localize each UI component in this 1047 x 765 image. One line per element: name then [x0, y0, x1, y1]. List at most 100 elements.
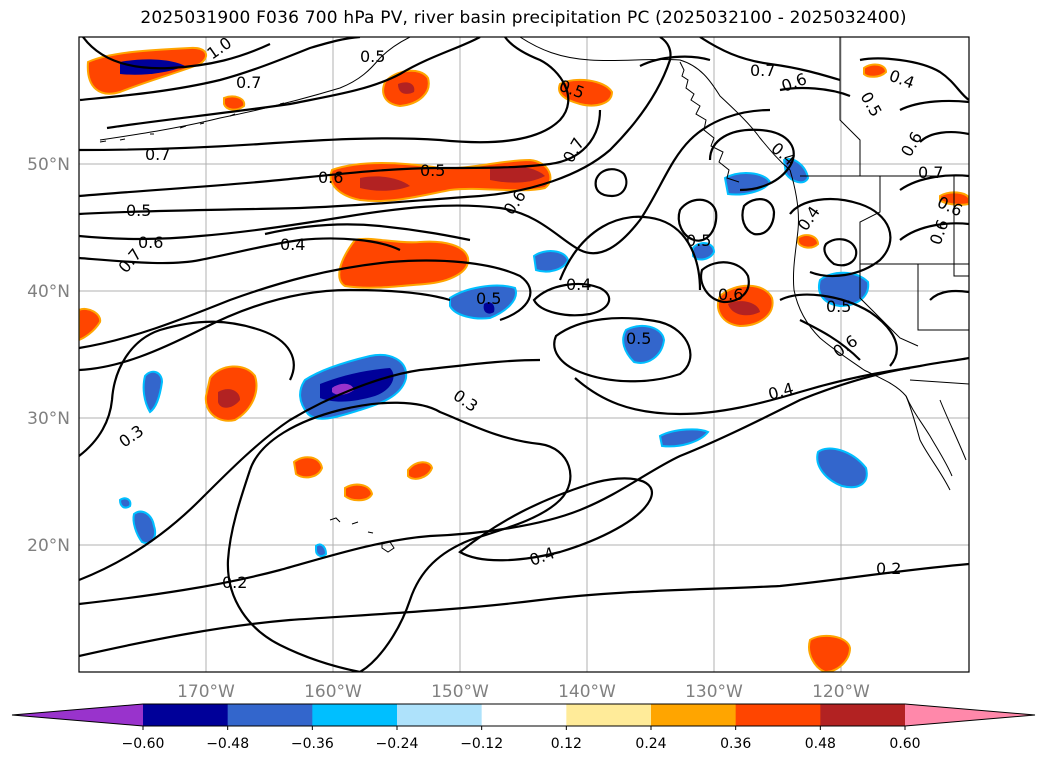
colorbar-tick-label: −0.36	[291, 736, 334, 752]
map-title: 2025031900 F036 700 hPa PV, river basin …	[140, 8, 907, 28]
pv-contour-27	[708, 128, 795, 192]
precip-core-or	[728, 301, 760, 316]
precip-area-neg-8	[816, 447, 868, 489]
pv-contour-35	[699, 37, 841, 82]
precip-core-aleutian	[398, 82, 415, 94]
pv-contour-14	[79, 356, 969, 606]
pv-contour-23	[558, 215, 702, 291]
lat-label: 40°N	[27, 282, 70, 302]
pv-contour-6	[79, 37, 672, 216]
pv-contour-26	[700, 261, 750, 304]
pv-contour-22	[594, 168, 628, 198]
lat-label: 50°N	[27, 155, 70, 175]
precip-area-pos-small1	[292, 456, 324, 479]
precip-area-neg-12	[315, 543, 328, 558]
pv-contour-40	[639, 55, 711, 67]
pv-contour-15	[79, 562, 969, 658]
baja-coast	[905, 395, 967, 477]
pv-contour-36	[779, 86, 851, 98]
precip-area-neg-mid	[449, 284, 517, 320]
lat-label: 20°N	[27, 536, 70, 556]
lon-label: 140°W	[558, 682, 616, 702]
precip-negative-areas	[118, 158, 870, 558]
precip-area-neg-4	[723, 172, 772, 196]
colorbar-extend-low	[12, 704, 143, 726]
colorbar-segment	[651, 704, 737, 726]
contour-label: 0.4	[280, 235, 305, 254]
colorbar-segment	[143, 704, 229, 726]
us-west-coast	[789, 169, 951, 491]
pv-contour-25	[741, 198, 776, 236]
colorbar-extend-high	[905, 704, 1035, 726]
state-border-4	[953, 176, 969, 277]
colorbar-tick-label: −0.60	[122, 736, 165, 752]
colorbar-tick-label: −0.48	[206, 736, 249, 752]
precip-area-neg-7	[658, 428, 710, 448]
contour-label: 0.6	[718, 285, 743, 304]
lon-label: 130°W	[685, 682, 743, 702]
colorbar	[11, 703, 1036, 727]
contour-label: 0.7	[236, 73, 261, 92]
pv-contour-4	[79, 37, 570, 152]
pv-contour-31	[899, 174, 969, 191]
contour-label: 0.2	[876, 559, 901, 578]
pv-contour-19	[532, 282, 611, 317]
canada-province-border	[839, 37, 861, 176]
map-border	[78, 36, 970, 673]
contour-label: 0.6	[318, 168, 343, 187]
precip-area-neg-3	[622, 324, 666, 364]
colorbar-ticks: −0.60 −0.48 −0.36 −0.24 −0.12 0.12 0.24 0.36 0.4…	[122, 726, 921, 752]
pv-contour-17	[226, 469, 361, 672]
precip-area-pos-edge	[79, 308, 102, 342]
mexico-border	[909, 379, 969, 385]
colorbar-tick-label: 0.60	[889, 736, 920, 752]
pv-contour-28	[789, 197, 892, 278]
contour-label: 0.7	[750, 61, 775, 80]
pv-contour-33	[899, 99, 969, 111]
precip-area-pos-ne	[863, 63, 888, 78]
precip-area-pos-sw	[808, 634, 852, 672]
pv-contour-8	[79, 237, 401, 265]
contour-label: 0.7	[145, 145, 170, 164]
pv-contour-16	[248, 401, 572, 672]
coastlines	[99, 37, 969, 553]
pv-contour-7	[79, 108, 771, 255]
pv-contour-12	[79, 320, 295, 457]
precip-core-band	[360, 176, 410, 191]
contour-label: 0.6	[138, 233, 163, 252]
contour-label: 0.7	[918, 163, 943, 182]
colorbar-tick-label: −0.24	[376, 736, 419, 752]
pv-contour-9	[264, 223, 471, 242]
colorbar-tick-label: −0.12	[460, 736, 503, 752]
lon-label: 120°W	[812, 682, 870, 702]
bc-coast	[679, 61, 740, 183]
precip-area-pos-small3	[407, 461, 434, 480]
precip-area-neg-13	[118, 497, 132, 509]
pv-contour-38	[929, 289, 969, 301]
pv-contour-10	[79, 259, 532, 350]
precip-area-pos-ca	[797, 234, 820, 249]
pv-contour-24	[677, 198, 718, 242]
contour-label: 0.5	[360, 47, 385, 66]
latitude-axis: 50°N 40°N 30°N 20°N	[27, 155, 70, 556]
precip-core-band-e	[490, 166, 545, 183]
pv-contour-32	[899, 222, 969, 241]
contour-label: 0.2	[222, 573, 247, 592]
colorbar-tick-label: 0.12	[551, 736, 582, 752]
colorbar-segment	[397, 704, 483, 726]
contour-label: 0.5	[476, 289, 501, 308]
pv-contour-37	[919, 131, 969, 143]
colorbar-segment	[566, 704, 652, 726]
gulf-of-alaska-coast	[519, 37, 791, 171]
colorbar-segment	[227, 704, 313, 726]
pv-contour-3	[106, 37, 481, 130]
pv-contour-21	[574, 366, 911, 416]
longitude-axis: 170°W 160°W 150°W 140°W 130°W 120°W	[177, 682, 870, 702]
lon-label: 170°W	[177, 682, 235, 702]
pv-contour-11	[79, 288, 451, 372]
pv-contour-34	[859, 57, 969, 101]
pv-contour-29	[823, 238, 858, 267]
pv-contour-13	[79, 358, 541, 582]
state-border-1	[859, 176, 969, 265]
